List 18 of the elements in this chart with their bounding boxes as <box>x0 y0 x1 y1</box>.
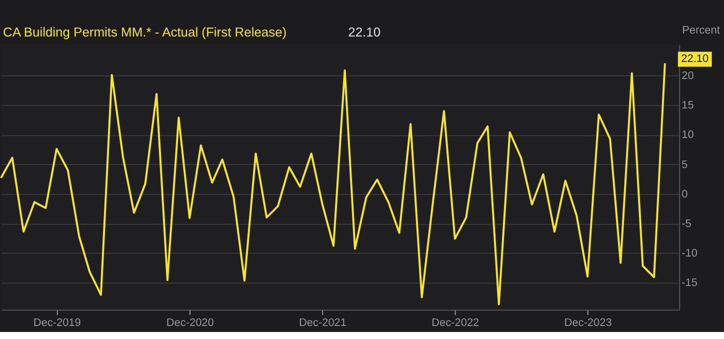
x-tick-label: Dec-2019 <box>33 317 81 330</box>
y-tick-label: 15 <box>682 100 694 112</box>
y-tick-label: 20 <box>682 70 694 82</box>
y-tick-label: 10 <box>682 129 694 142</box>
y-tick-label: -15 <box>682 276 698 289</box>
y-tick-label: 0 <box>682 188 688 200</box>
x-tick-label: Dec-2022 <box>432 317 480 330</box>
x-tick-label: Dec-2023 <box>564 317 612 330</box>
x-tick-label: Dec-2020 <box>166 317 214 330</box>
line-series <box>0 62 666 306</box>
data-label: 22.10 <box>681 53 709 66</box>
chart-title: CA Building Permits MM.* - Actual (First Release) <box>2 24 287 40</box>
x-tick-label: Dec-2021 <box>299 317 346 330</box>
y-tick-label: -5 <box>682 218 692 230</box>
text: 22.10 <box>348 24 381 40</box>
y-axis-title: Percent <box>682 24 720 36</box>
y-tick-label: 5 <box>682 158 688 171</box>
y-tick-label: -10 <box>682 247 698 260</box>
